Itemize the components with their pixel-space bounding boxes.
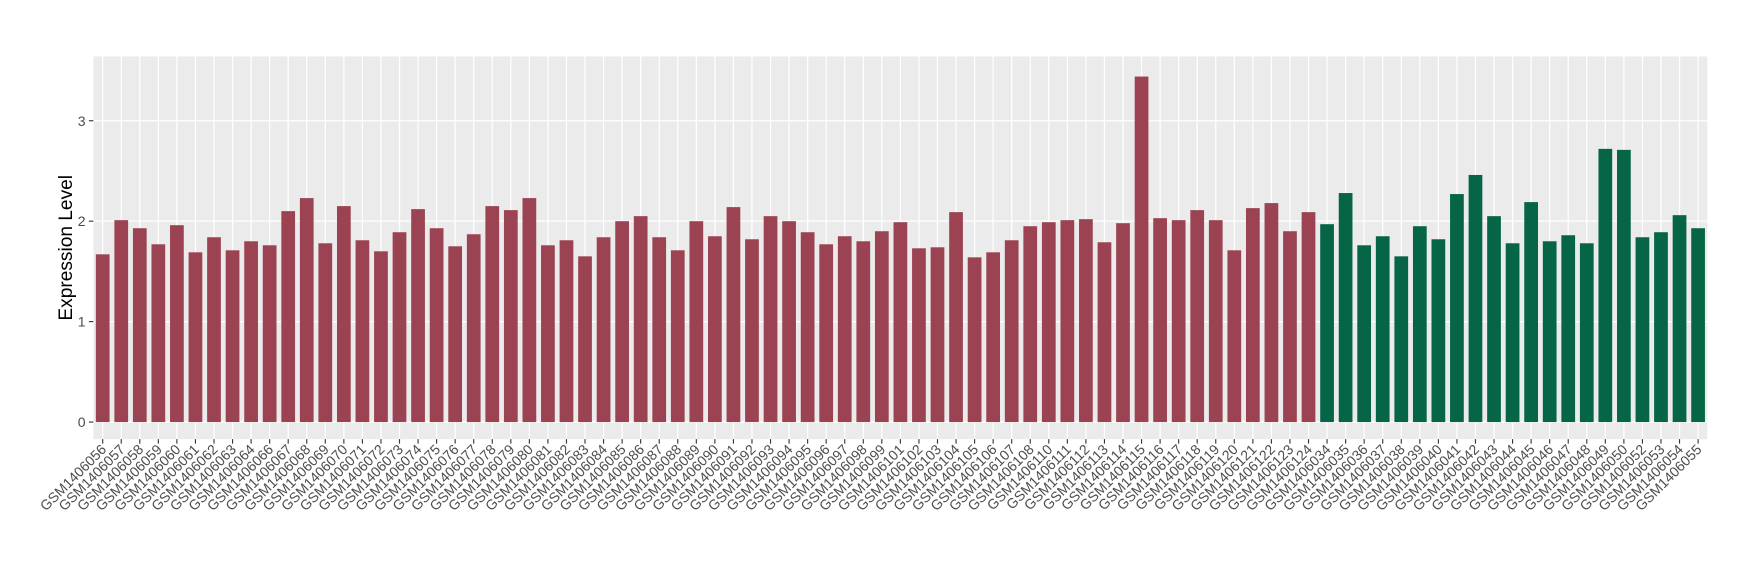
bar [819, 244, 834, 423]
bar [1375, 236, 1390, 423]
bar [856, 241, 871, 423]
bar [151, 244, 166, 423]
bar [114, 220, 129, 423]
bar [986, 252, 1001, 423]
bar [448, 246, 463, 423]
bar [1542, 241, 1557, 423]
bar [1357, 245, 1372, 423]
y-tick-label: 0 [78, 414, 86, 430]
bar [392, 232, 407, 423]
bar [1672, 215, 1687, 423]
y-tick-label: 3 [78, 113, 86, 129]
bar [1579, 243, 1594, 423]
bar [930, 247, 945, 423]
bar [1320, 224, 1334, 423]
bar [670, 250, 685, 423]
bar [782, 221, 796, 423]
bar [1505, 243, 1520, 423]
bar [745, 239, 759, 423]
bar [912, 248, 926, 423]
bar [188, 252, 203, 423]
bar [1208, 220, 1223, 423]
y-tick-label: 1 [78, 314, 86, 330]
bar [281, 211, 296, 423]
bar [1097, 242, 1112, 423]
bar [95, 254, 110, 423]
bar [1060, 220, 1075, 423]
bar [1654, 232, 1668, 423]
bar [1190, 210, 1205, 423]
bar [336, 206, 351, 423]
bar [1264, 203, 1279, 423]
bar [374, 251, 388, 423]
bar [1245, 208, 1260, 423]
bar [1412, 226, 1427, 423]
bar [800, 232, 815, 423]
bar [708, 236, 722, 423]
bar [1079, 219, 1093, 423]
bar [1431, 239, 1446, 423]
bar [559, 240, 574, 423]
bar [1301, 212, 1316, 423]
bar [763, 216, 778, 423]
bar [207, 237, 221, 423]
bar [726, 207, 741, 423]
bar [689, 221, 704, 423]
bar [299, 198, 314, 423]
bar [652, 237, 667, 423]
bar [1487, 216, 1501, 423]
bar [1598, 148, 1613, 423]
bar [318, 243, 333, 423]
bar [1171, 220, 1186, 423]
bar [1394, 256, 1409, 423]
bar [1635, 237, 1650, 423]
bar [1338, 193, 1353, 423]
bar [1134, 76, 1149, 423]
bar [1023, 226, 1038, 423]
bar [1691, 228, 1705, 423]
bar [262, 245, 277, 423]
bar [1524, 202, 1538, 423]
bar [949, 212, 963, 423]
bar [596, 237, 611, 423]
bar [225, 250, 240, 423]
bar [615, 221, 629, 423]
bar [1153, 218, 1167, 423]
bar [1004, 240, 1019, 423]
bar [893, 222, 908, 423]
bar [466, 234, 481, 423]
bar [1468, 174, 1483, 423]
bar [522, 198, 537, 423]
bar [503, 210, 518, 423]
bar [1450, 194, 1464, 423]
bar [132, 228, 147, 423]
bar [485, 206, 500, 423]
bar [633, 216, 648, 423]
bar [837, 236, 852, 423]
bar [1561, 235, 1576, 423]
bar [1116, 223, 1130, 423]
bar [411, 209, 425, 423]
bar [1617, 149, 1631, 423]
bar [355, 240, 370, 423]
bar [541, 245, 555, 423]
y-axis-title: Expression Level [56, 175, 77, 321]
bar [1283, 231, 1297, 423]
y-tick-label: 2 [78, 213, 86, 229]
bar [244, 241, 258, 423]
bar [578, 256, 592, 423]
bar [429, 228, 444, 423]
bar [170, 225, 184, 423]
bar [967, 257, 982, 423]
bar [1227, 250, 1242, 423]
bar [1041, 222, 1056, 423]
bar [874, 231, 889, 423]
